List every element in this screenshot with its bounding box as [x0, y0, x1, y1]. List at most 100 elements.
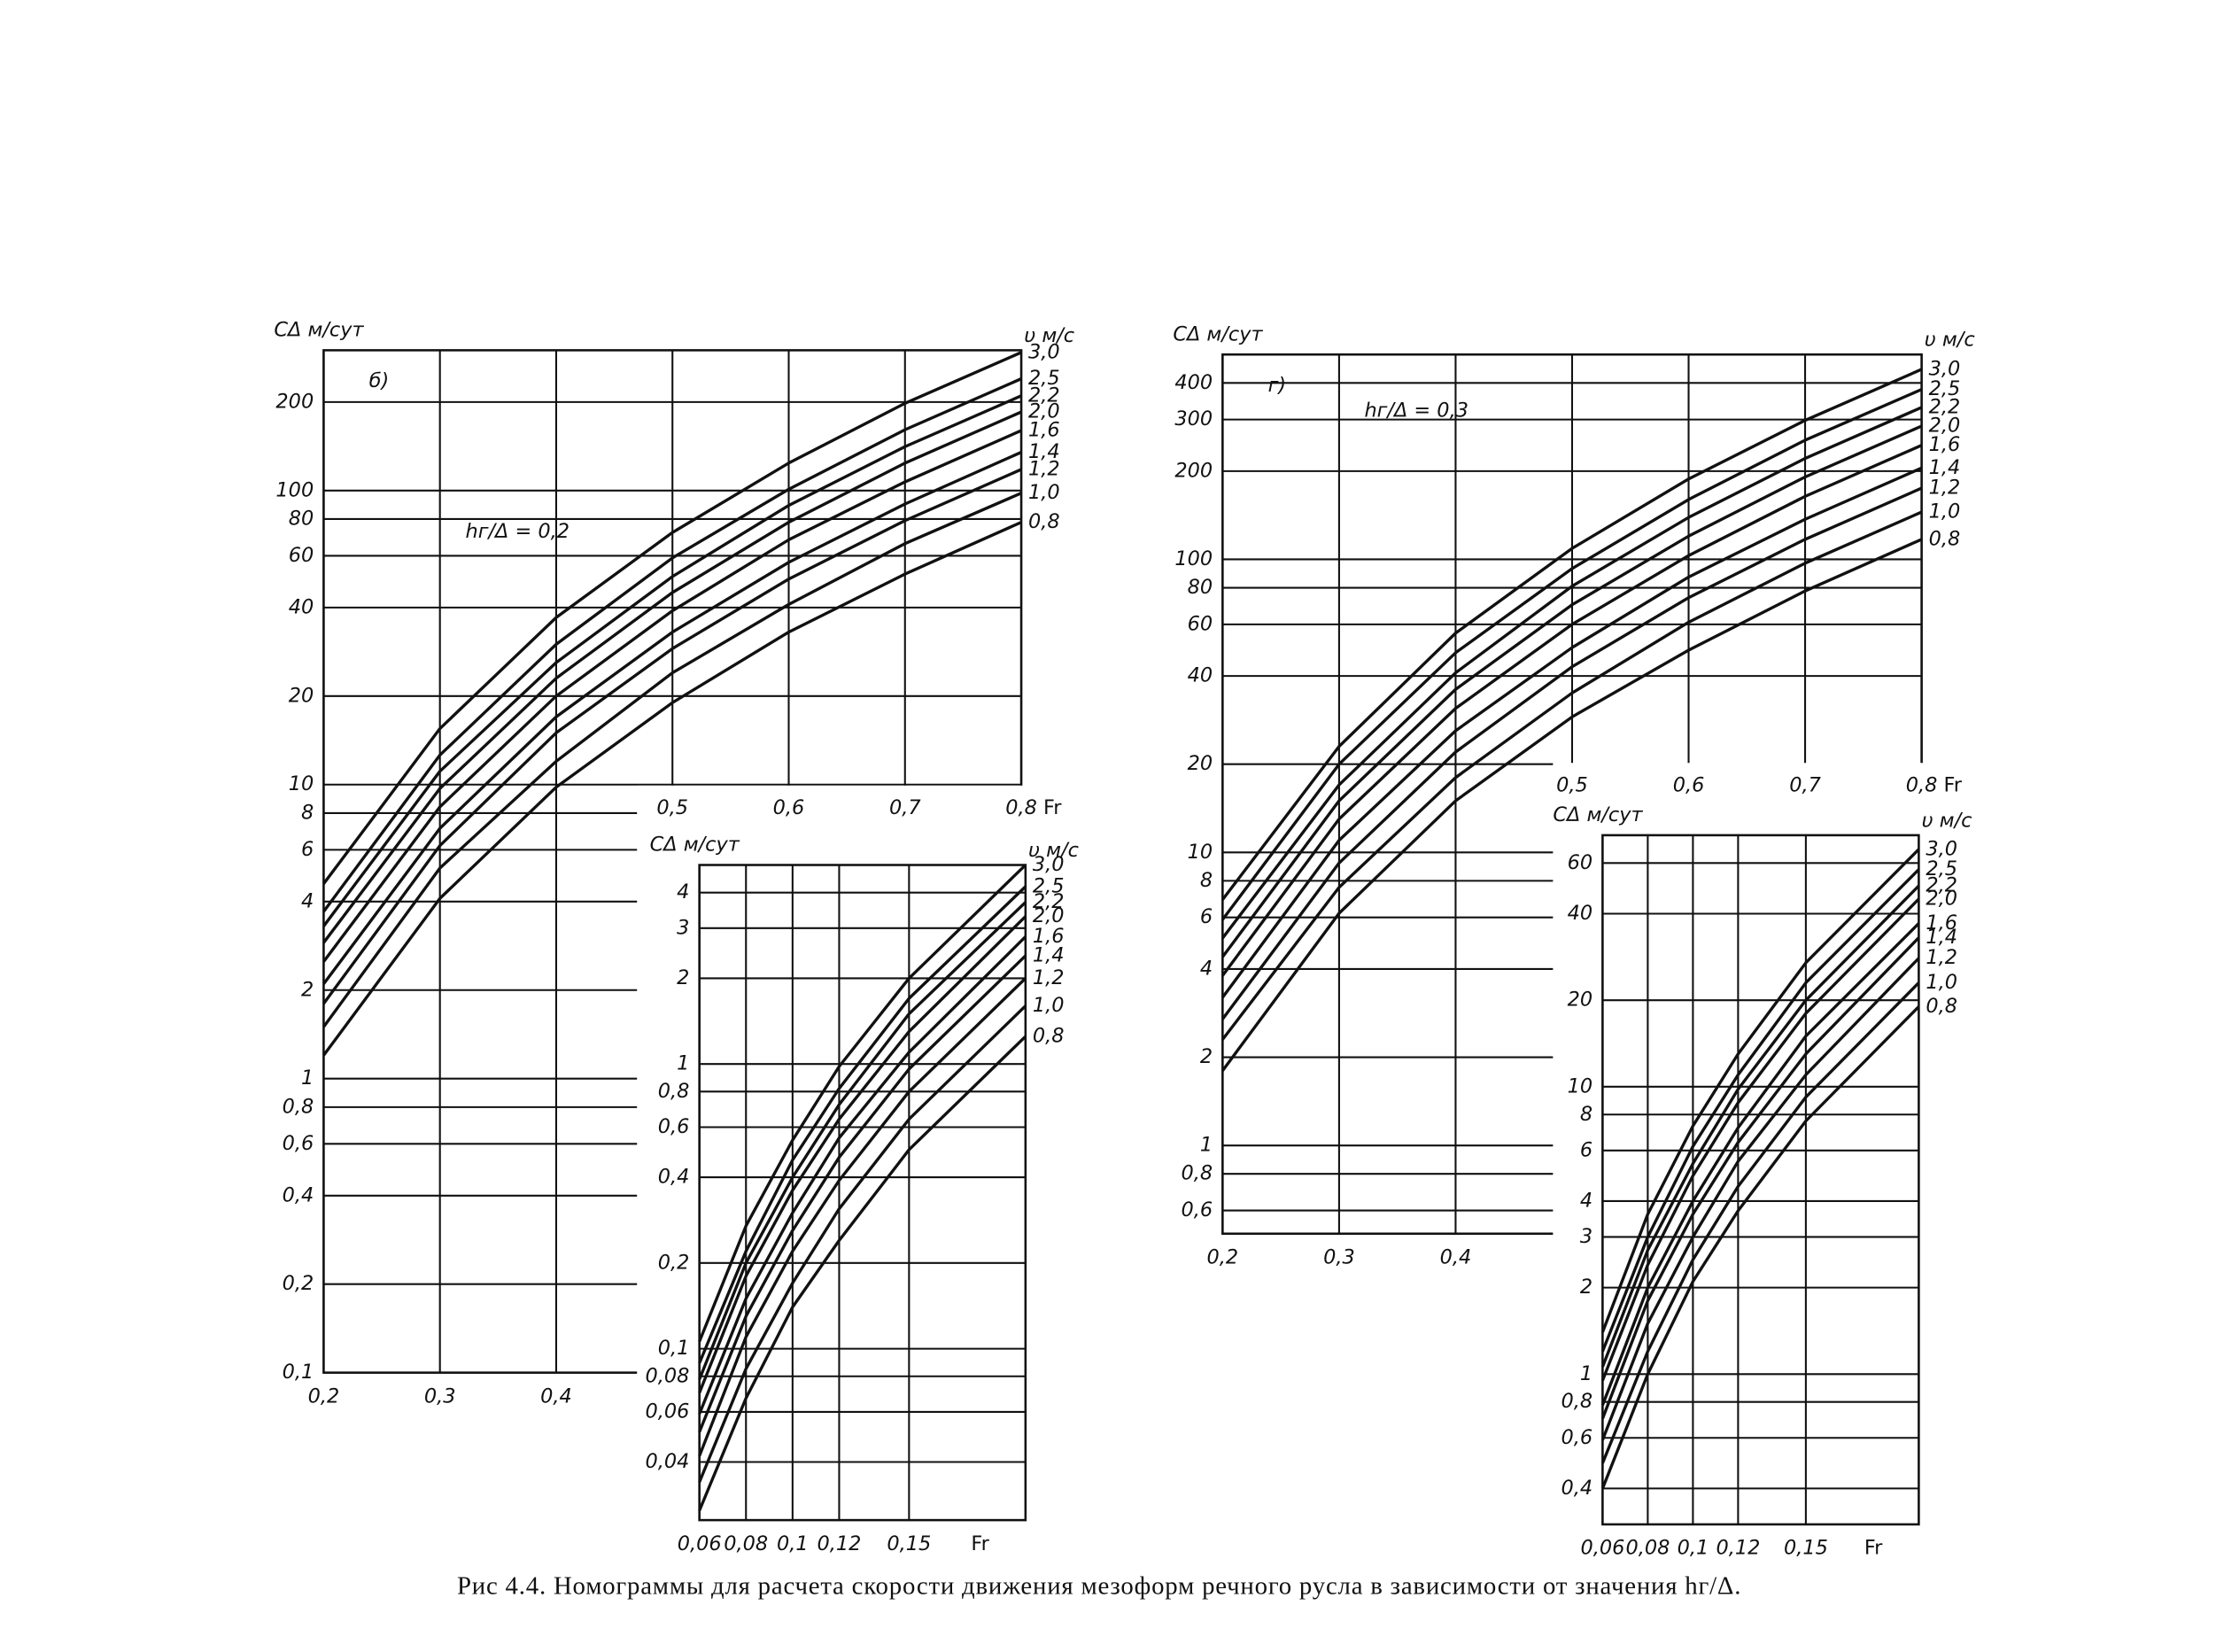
curve — [322, 377, 1022, 913]
x-tick-label: 0,1 — [1678, 1537, 1709, 1560]
y-tick-label: 80 — [1188, 576, 1213, 599]
y-tick-label: 1 — [677, 1052, 689, 1075]
curve — [322, 521, 1022, 1057]
y-tick-label: 2 — [301, 978, 314, 1001]
y-tick-label: 0,4 — [1561, 1477, 1593, 1500]
curve-label: 1,4 — [1926, 926, 1957, 949]
y-tick-label: 300 — [1174, 407, 1213, 430]
y-tick-label: 0,8 — [658, 1080, 690, 1103]
y-tick-label: 1 — [301, 1066, 314, 1090]
curve-label: 2,2 — [1929, 395, 1961, 418]
x-tick-label: 0,12 — [1716, 1537, 1760, 1560]
plot-frame — [1601, 834, 1920, 1526]
x-axis-label: Fr — [1944, 773, 1963, 796]
y-tick-label: 0,6 — [283, 1132, 314, 1155]
x-axis-label: Fr — [971, 1532, 989, 1555]
y-tick-label: 8 — [1200, 869, 1213, 892]
annotation: hг/Δ = 0,3 — [1364, 399, 1468, 423]
y-tick-label: 100 — [1174, 547, 1213, 570]
y-tick-label: 0,1 — [283, 1361, 314, 1384]
legend-title: υ м/с — [1024, 324, 1075, 347]
y-tick-label: 0,08 — [646, 1364, 690, 1387]
curve-label: 1,0 — [1028, 481, 1060, 504]
curve-label: 2,0 — [1028, 400, 1060, 423]
y-tick-label: 0,4 — [658, 1166, 690, 1189]
curve-label: 1,0 — [1926, 971, 1957, 994]
curve-label: 1,6 — [1926, 911, 1957, 935]
y-tick-label: 0,8 — [283, 1095, 314, 1118]
curve — [1600, 1005, 1920, 1490]
y-axis-label: CΔ м/сут — [1173, 322, 1263, 345]
curve — [698, 901, 1027, 1380]
panel-label: г) — [1268, 374, 1287, 397]
curve-label: 1,2 — [1028, 457, 1060, 480]
x-tick-label: 0,08 — [1625, 1537, 1670, 1560]
y-tick-label: 20 — [1188, 752, 1213, 775]
y-tick-label: 2 — [1200, 1045, 1213, 1068]
chart-panel: 0,4 0,6 0,8 1 2 3 4 6 8 10 20 40 60 0,06 0,08 0,1 0,12 0,… — [1553, 763, 1972, 1560]
panel-label: б) — [369, 369, 390, 392]
y-tick-label: 2 — [1580, 1276, 1592, 1299]
y-tick-label: 0,2 — [658, 1251, 690, 1274]
x-axis-label: Fr — [1864, 1537, 1883, 1560]
y-tick-label: 0,8 — [1561, 1390, 1593, 1413]
curve — [1600, 922, 1920, 1406]
x-tick-label: 0,1 — [777, 1532, 809, 1555]
curve — [1221, 368, 1923, 901]
y-tick-label: 20 — [1568, 989, 1593, 1012]
y-tick-label: 0,6 — [1182, 1198, 1213, 1222]
curve-label: 0,8 — [1929, 527, 1961, 550]
y-tick-label: 8 — [1580, 1103, 1592, 1126]
curve — [1221, 444, 1923, 977]
curve-label: 1,2 — [1033, 966, 1065, 989]
curve-label: 1,0 — [1929, 500, 1961, 524]
curve-label: 1,2 — [1929, 477, 1961, 500]
curve — [698, 977, 1027, 1457]
y-tick-label: 0,4 — [283, 1183, 314, 1206]
y-tick-label: 3 — [677, 916, 689, 939]
y-tick-label: 200 — [1174, 459, 1213, 482]
y-tick-label: 6 — [1580, 1138, 1592, 1161]
x-tick-label: 0,7 — [889, 796, 921, 819]
curve-label: 2,5 — [1033, 874, 1065, 897]
curve-label: 2,5 — [1028, 367, 1060, 390]
y-tick-label: 0,6 — [1561, 1426, 1593, 1449]
y-tick-label: 100 — [275, 478, 314, 501]
y-tick-label: 8 — [301, 801, 314, 824]
curve-label: 1,6 — [1033, 925, 1065, 948]
curve — [698, 915, 1027, 1394]
y-tick-label: 40 — [1188, 664, 1213, 687]
curve — [1221, 466, 1923, 999]
x-tick-label: 0,2 — [308, 1384, 340, 1408]
curve — [698, 1004, 1027, 1483]
curve — [322, 468, 1022, 1004]
y-tick-label: 3 — [1580, 1225, 1592, 1248]
x-tick-label: 0,06 — [1580, 1537, 1624, 1560]
curve — [698, 885, 1027, 1364]
curve — [1221, 510, 1923, 1041]
curve-label: 2,0 — [1929, 414, 1961, 437]
x-tick-label: 0,12 — [818, 1532, 862, 1555]
curve — [1600, 957, 1920, 1441]
y-axis-label: CΔ м/сут — [1553, 803, 1643, 826]
curve-label: 2,2 — [1033, 890, 1065, 913]
curve — [698, 864, 1027, 1343]
curve-label: 2,2 — [1926, 874, 1957, 897]
curve-label: 3,0 — [1926, 837, 1957, 860]
x-tick-label: 0,6 — [773, 796, 805, 819]
y-tick-label: 200 — [275, 390, 314, 413]
curve-label: 2,5 — [1926, 857, 1957, 880]
y-tick-label: 0,06 — [646, 1400, 690, 1423]
y-tick-label: 0,2 — [283, 1272, 314, 1295]
y-axis-label: CΔ м/сут — [274, 319, 364, 342]
x-tick-label: 0,2 — [1207, 1245, 1239, 1268]
x-tick-label: 0,8 — [1005, 796, 1037, 819]
y-tick-label: 0,04 — [646, 1450, 690, 1473]
curve — [1221, 406, 1923, 940]
x-tick-label: 0,3 — [1323, 1245, 1355, 1268]
curve — [1221, 486, 1923, 1020]
